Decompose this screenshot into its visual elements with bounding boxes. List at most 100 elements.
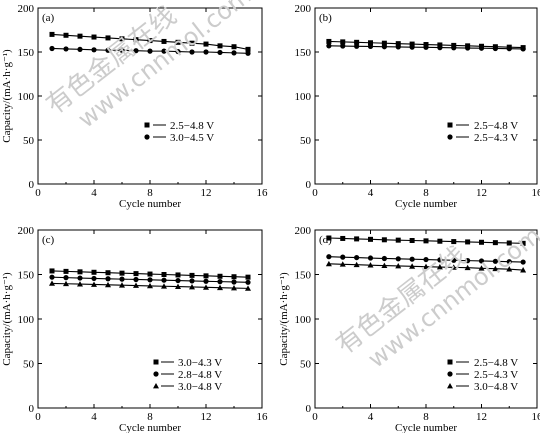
data-point	[203, 284, 209, 290]
data-point	[147, 277, 153, 283]
y-tick-label: 150	[295, 47, 312, 59]
data-point	[245, 50, 251, 56]
legend-label: 2.5−4.8 V	[474, 120, 518, 132]
data-point	[217, 284, 223, 291]
y-tick-label: 150	[18, 270, 35, 282]
series-2	[326, 43, 526, 52]
data-point	[381, 44, 387, 50]
x-axis-title: Cycle number	[119, 198, 181, 210]
series-1	[49, 268, 251, 280]
data-point	[520, 240, 526, 246]
data-point	[395, 44, 401, 50]
data-point	[161, 38, 167, 44]
data-point	[203, 278, 209, 284]
data-point	[436, 264, 443, 270]
data-point	[189, 40, 195, 46]
series-1	[326, 235, 526, 246]
data-point	[175, 39, 181, 45]
x-tick-label: 12	[201, 187, 212, 199]
data-point	[189, 272, 195, 278]
data-point	[437, 257, 443, 263]
chart-panel-4: 0 4 8 12 16 0 50 100 150 200 Cycle number Capacity/…	[278, 225, 540, 433]
data-point	[189, 278, 195, 284]
data-point	[91, 269, 97, 275]
y-tick-label: 100	[295, 91, 312, 103]
data-point	[91, 34, 97, 40]
data-point	[245, 274, 251, 280]
data-point	[506, 46, 512, 52]
data-point	[451, 257, 457, 263]
data-point	[63, 268, 69, 274]
y-tick-label: 50	[300, 359, 312, 371]
legend-marker	[447, 383, 453, 389]
y-axis-title: Capacity/(mA·h·g⁻¹)	[278, 272, 290, 366]
legend-marker	[144, 134, 150, 140]
data-point	[478, 258, 485, 264]
data-point	[147, 271, 153, 277]
data-point	[133, 271, 139, 277]
data-point	[119, 47, 125, 53]
x-axis-title: Cycle number	[395, 422, 457, 433]
legend-label: 3.0−4.5 V	[170, 132, 214, 144]
x-tick-label: 12	[476, 187, 487, 199]
x-tick-label: 16	[532, 187, 540, 199]
data-point	[133, 276, 139, 283]
data-point	[231, 285, 237, 291]
data-point	[175, 283, 181, 290]
data-point	[91, 47, 97, 53]
data-point	[381, 40, 387, 46]
data-point	[506, 259, 512, 265]
x-tick-label: 4	[91, 411, 97, 423]
data-point	[49, 274, 55, 280]
legend-marker	[153, 359, 159, 365]
data-point	[77, 46, 83, 52]
data-point	[77, 281, 83, 287]
legend-label: 2.5−4.3 V	[474, 369, 518, 381]
legend-label: 2.5−4.3 V	[474, 132, 518, 144]
data-point	[119, 36, 125, 42]
series-3	[49, 280, 251, 291]
data-point	[464, 264, 471, 271]
series-2	[49, 274, 251, 285]
data-point	[175, 272, 181, 278]
data-point	[63, 46, 69, 52]
y-tick-label: 200	[18, 225, 35, 237]
data-point	[217, 43, 223, 49]
data-point	[520, 46, 526, 52]
data-point	[49, 31, 55, 37]
data-point	[217, 49, 223, 56]
data-point	[217, 273, 223, 279]
legend-marker	[153, 371, 159, 377]
data-point	[340, 254, 346, 260]
y-tick-label: 200	[295, 225, 312, 237]
y-tick-label: 200	[295, 3, 312, 15]
data-point	[409, 44, 415, 50]
y-axis-title: Capacity/(mA·h·g⁻¹)	[1, 272, 13, 366]
data-point	[119, 270, 125, 276]
data-point	[119, 282, 125, 288]
data-point	[506, 266, 513, 272]
y-tick-label: 100	[18, 314, 35, 326]
x-tick-label: 8	[423, 187, 429, 199]
legend-marker	[447, 371, 453, 377]
data-point	[465, 45, 471, 51]
data-point	[231, 50, 237, 56]
data-point	[105, 270, 111, 276]
data-point	[63, 32, 69, 38]
y-tick-label: 50	[300, 135, 312, 147]
data-point	[49, 45, 55, 52]
data-point	[368, 40, 373, 46]
plot-frame	[37, 229, 263, 409]
series-2	[49, 45, 251, 56]
legend-label: 3.0−4.8 V	[474, 381, 518, 393]
x-axis-title: Cycle number	[119, 422, 181, 433]
legend-marker	[447, 359, 453, 365]
data-point	[423, 42, 429, 48]
data-point	[340, 43, 346, 49]
y-tick-label: 100	[18, 91, 35, 103]
data-point	[381, 237, 387, 243]
data-point	[77, 33, 83, 39]
data-point	[203, 273, 209, 279]
data-point	[245, 279, 251, 285]
x-tick-label: 4	[91, 187, 97, 199]
